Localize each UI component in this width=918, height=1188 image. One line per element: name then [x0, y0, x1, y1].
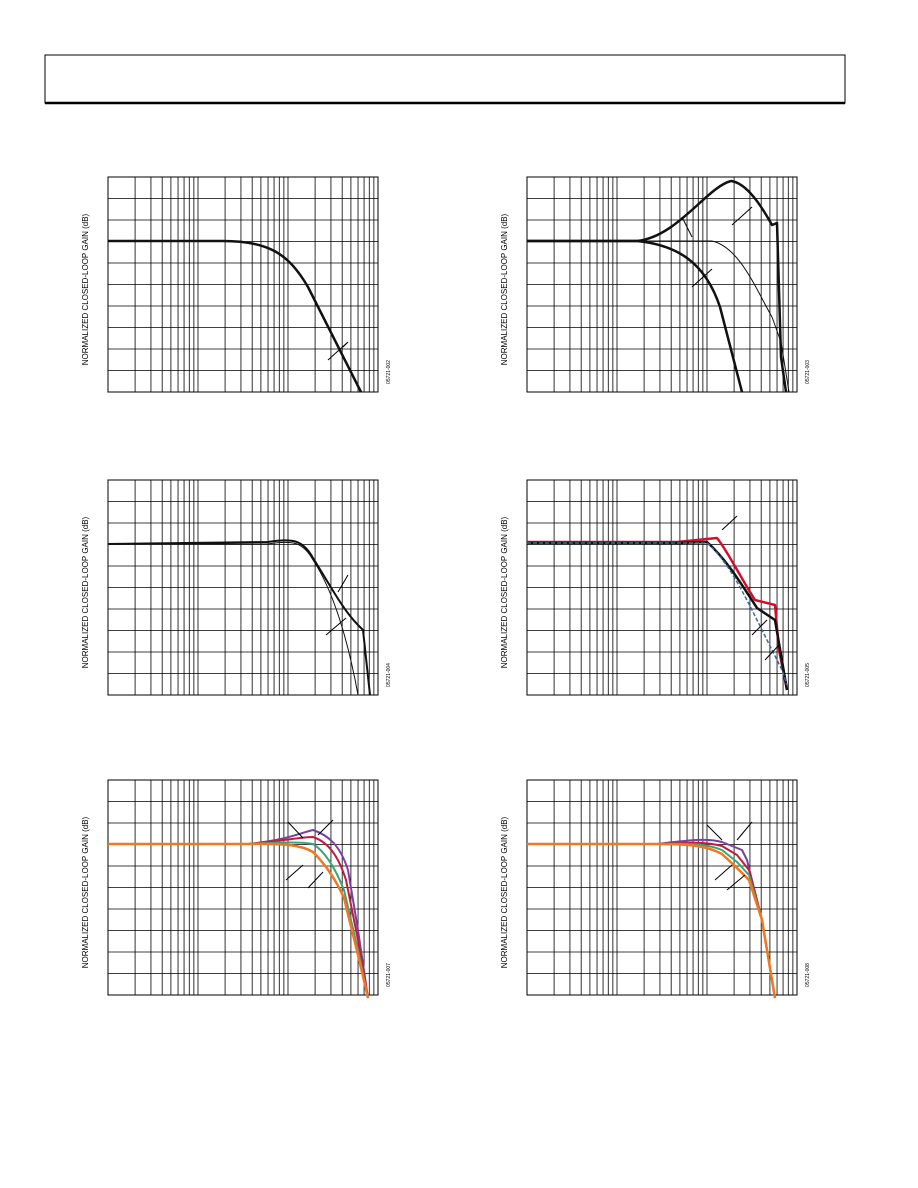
curve — [107, 539, 371, 696]
arrow — [721, 515, 780, 661]
figure-code: 05721-004 — [386, 663, 392, 687]
figure-code: 05721-005 — [805, 663, 811, 687]
arrow — [706, 821, 753, 891]
y-axis-label: NORMALIZED CLOSED-LOOP GAIN (dB) — [500, 213, 509, 365]
figure-code: 05721-008 — [805, 963, 811, 987]
curve — [108, 239, 363, 393]
plot — [107, 176, 379, 393]
figure-code: 05721-007 — [386, 963, 392, 987]
figure-code: 05721-002 — [386, 360, 392, 384]
curve — [527, 239, 744, 393]
y-axis-label: NORMALIZED CLOSED-LOOP GAIN (dB) — [500, 816, 509, 968]
grid — [527, 780, 797, 995]
y-axis-label: NORMALIZED CLOSED-LOOP GAIN (dB) — [81, 816, 90, 968]
plot — [526, 779, 798, 999]
curve — [108, 541, 359, 696]
curve — [527, 540, 789, 691]
grid — [527, 177, 797, 392]
plot — [526, 176, 798, 393]
curve — [527, 542, 788, 686]
arrow — [327, 341, 349, 361]
curve — [527, 842, 777, 999]
plot — [526, 479, 798, 696]
curve — [108, 842, 370, 999]
curve — [527, 240, 790, 393]
header-box — [44, 54, 846, 104]
grid — [108, 480, 378, 695]
y-axis-label: NORMALIZED CLOSED-LOOP GAIN (dB) — [81, 213, 90, 365]
y-axis-label: NORMALIZED CLOSED-LOOP GAIN (dB) — [81, 516, 90, 668]
figure-code: 05721-003 — [805, 360, 811, 384]
y-axis-label: NORMALIZED CLOSED-LOOP GAIN (dB) — [500, 516, 509, 668]
plot — [107, 479, 379, 696]
grid — [527, 480, 797, 695]
curve — [527, 536, 789, 691]
arrow — [325, 574, 349, 636]
arrow — [681, 206, 753, 288]
curve — [108, 836, 369, 999]
arrow — [285, 819, 334, 889]
plot — [107, 779, 379, 999]
curve — [527, 179, 788, 393]
